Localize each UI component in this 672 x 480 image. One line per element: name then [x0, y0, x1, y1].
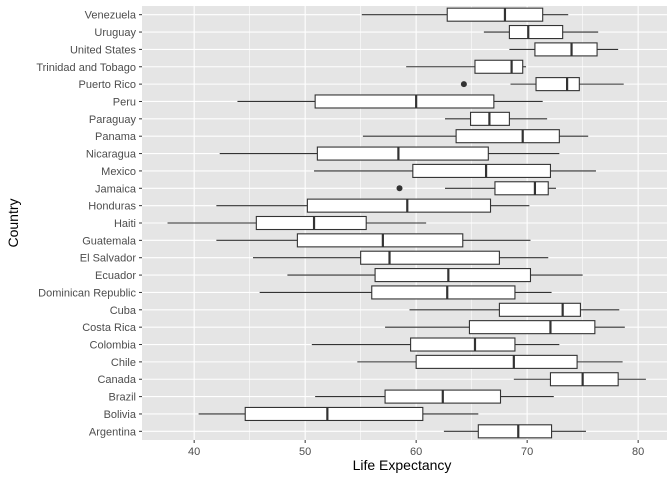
box-colombia [311, 337, 560, 352]
x-tick-label: 60 [410, 446, 422, 458]
box-canada [513, 372, 646, 387]
box-costa-rica [385, 320, 625, 335]
y-tick-label: Paraguay [89, 114, 137, 126]
box-bolivia [198, 406, 479, 422]
y-tick-label: Ecuador [95, 270, 136, 282]
y-tick-label: Argentina [89, 426, 137, 438]
iqr-box [314, 94, 495, 109]
iqr-box [296, 233, 464, 248]
iqr-box [374, 268, 532, 283]
iqr-box [534, 42, 598, 57]
box-puerto-rico [460, 77, 624, 92]
y-tick-label: Colombia [90, 340, 137, 352]
box-nicaragua [219, 146, 560, 161]
iqr-box [306, 198, 492, 213]
iqr-box [474, 59, 524, 74]
box-argentina [443, 424, 586, 439]
y-tick-label: Bolivia [104, 409, 137, 421]
boxes [167, 7, 646, 439]
box-paraguay [445, 111, 548, 126]
iqr-box [255, 215, 367, 231]
iqr-box [412, 163, 552, 178]
box-chile [357, 354, 623, 369]
iqr-box [508, 24, 564, 40]
iqr-box [446, 7, 544, 22]
y-tick-label: Brazil [108, 392, 136, 404]
y-tick-label: Dominican Republic [38, 287, 136, 299]
x-tick-labels: 40 50 60 70 80 [188, 440, 644, 458]
y-tick-label: Cuba [110, 305, 137, 317]
iqr-box [415, 354, 578, 369]
iqr-box [494, 181, 549, 196]
iqr-box [468, 320, 596, 335]
iqr-box [360, 250, 500, 265]
y-tick-label: Puerto Rico [79, 79, 136, 91]
y-axis-title: Country [5, 198, 21, 247]
box-brazil [315, 389, 554, 404]
y-tick-label: Costa Rica [82, 322, 137, 334]
y-tick-label: Honduras [88, 201, 136, 213]
y-tick-label: United States [70, 44, 137, 56]
box-trinidad-and-tobago [406, 59, 527, 74]
box-honduras [216, 198, 530, 213]
y-tick-label: Canada [97, 374, 136, 386]
x-axis-title: Life Expectancy [353, 457, 452, 473]
box-panama [362, 129, 589, 144]
y-tick-labels: Argentina Bolivia Brazil Canada Chile Colombi… [36, 10, 142, 438]
box-peru [237, 94, 543, 109]
box-mexico [314, 163, 596, 178]
box-jamaica [396, 181, 557, 196]
iqr-box [455, 129, 560, 144]
outlier-point [396, 185, 403, 192]
iqr-box [535, 77, 580, 92]
box-venezuela [361, 7, 569, 22]
box-united-states [509, 42, 619, 57]
y-tick-label: Nicaragua [86, 149, 137, 161]
iqr-box [410, 337, 516, 352]
x-tick-label: 40 [188, 446, 200, 458]
box-haiti [167, 215, 427, 231]
iqr-box [498, 302, 581, 317]
x-tick-label: 80 [632, 446, 644, 458]
x-tick-label: 50 [299, 446, 311, 458]
y-tick-label: Peru [113, 96, 136, 108]
y-tick-label: Guatemala [82, 235, 137, 247]
y-tick-label: Venezuela [85, 10, 137, 22]
box-guatemala [216, 233, 531, 248]
x-tick-label: 70 [521, 446, 533, 458]
iqr-box [244, 406, 424, 422]
y-tick-label: Mexico [101, 166, 136, 178]
box-cuba [409, 302, 620, 317]
box-ecuador [287, 268, 583, 283]
y-tick-label: Trinidad and Tobago [36, 62, 136, 74]
y-tick-label: Panama [95, 131, 137, 143]
iqr-box [316, 146, 489, 161]
y-tick-label: Haiti [114, 218, 136, 230]
iqr-box [549, 372, 619, 387]
outlier-point [460, 81, 467, 88]
box-uruguay [483, 24, 599, 40]
iqr-box [477, 424, 553, 439]
box-dominican-republic [259, 285, 552, 300]
y-tick-label: El Salvador [80, 253, 137, 265]
box-el-salvador [252, 250, 549, 265]
y-tick-label: Chile [111, 357, 136, 369]
iqr-box [371, 285, 516, 300]
y-tick-label: Uruguay [94, 27, 136, 39]
y-tick-label: Jamaica [95, 183, 137, 195]
